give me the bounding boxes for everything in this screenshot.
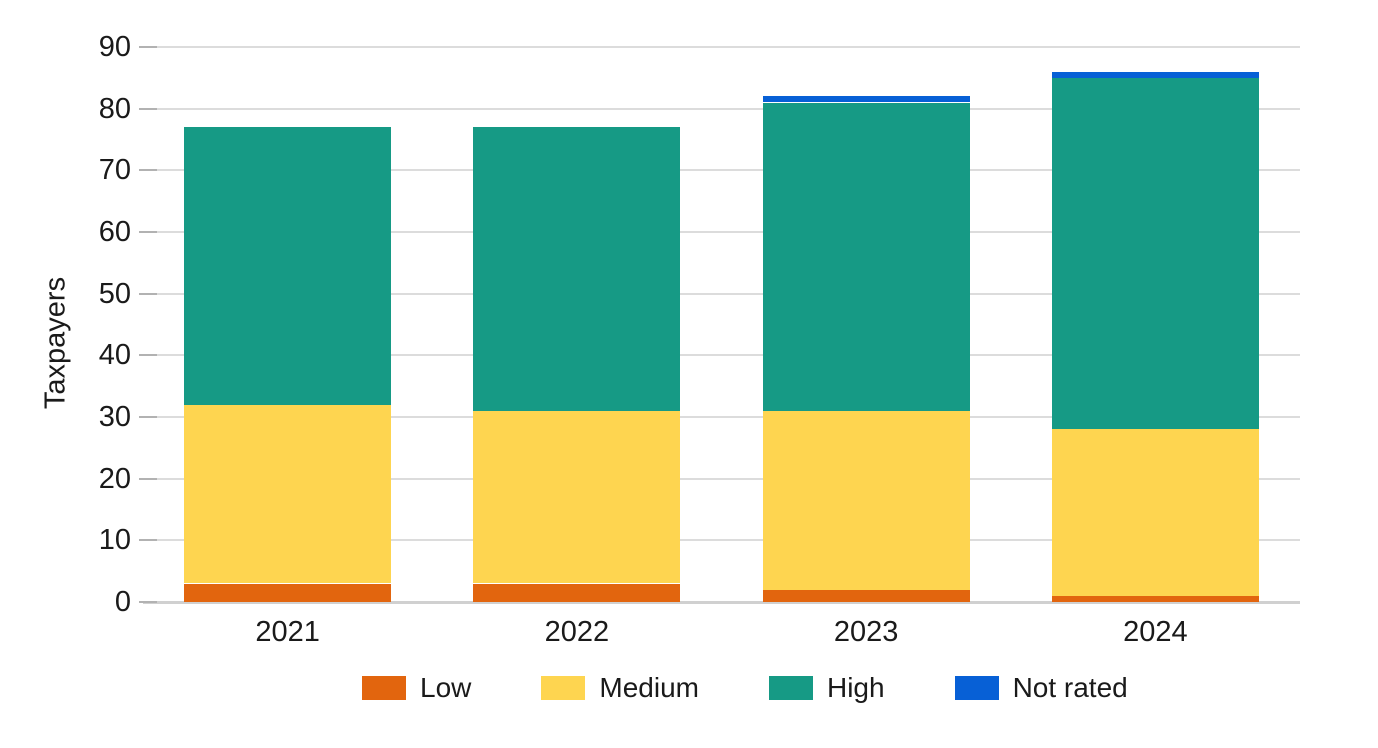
bar-segment-2023-low — [762, 589, 970, 602]
gridline-y-10 — [143, 539, 1300, 542]
y-tick-label-50: 50 — [98, 277, 131, 310]
bar-segment-2022-high — [473, 127, 681, 411]
legend-item-high: High — [768, 672, 885, 704]
bar-segment-2024-medium — [1051, 429, 1259, 596]
bar-segment-2024-not-rated — [1051, 71, 1259, 78]
gridline-y-90 — [143, 46, 1300, 48]
y-tick-label-20: 20 — [98, 462, 131, 495]
x-tick-label-2023: 2023 — [833, 616, 899, 648]
y-tick-mark-70 — [139, 169, 157, 172]
gridline-y-70 — [143, 169, 1300, 172]
bar-segment-2021-high — [184, 127, 392, 405]
bar-segment-2023-not-rated — [762, 96, 970, 103]
bar-segment-2024-high — [1051, 77, 1259, 430]
y-tick-mark-40 — [139, 354, 157, 357]
y-tick-mark-10 — [139, 539, 157, 542]
y-tick-label-40: 40 — [98, 339, 131, 372]
gridline-y-30 — [143, 416, 1300, 418]
y-tick-label-60: 60 — [98, 216, 131, 248]
y-tick-mark-0 — [139, 601, 157, 603]
bar-segment-2021-medium — [184, 404, 392, 584]
y-tick-mark-30 — [139, 416, 157, 418]
bar-segment-2023-high — [762, 102, 970, 411]
legend-item-medium: Medium — [541, 672, 699, 704]
x-tick-label-2024: 2024 — [1123, 616, 1188, 648]
legend-swatch-medium-icon — [541, 676, 586, 700]
y-tick-mark-90 — [139, 46, 157, 48]
y-tick-label-70: 70 — [98, 154, 131, 187]
x-tick-label-2021: 2021 — [255, 616, 320, 648]
x-axis-line — [143, 601, 1300, 604]
legend-swatch-not-rated-icon — [954, 676, 999, 700]
bar-segment-2024-low — [1051, 595, 1259, 602]
y-tick-mark-50 — [139, 292, 157, 295]
bar-segment-2022-low — [473, 583, 681, 602]
y-tick-mark-60 — [139, 231, 157, 233]
legend-item-low: Low — [362, 672, 471, 704]
bar-segment-2022-medium — [473, 410, 681, 584]
gridline-y-40 — [143, 354, 1300, 357]
y-tick-label-0: 0 — [114, 586, 131, 618]
legend: Low Medium High Not rated — [362, 672, 1128, 704]
y-tick-label-80: 80 — [98, 92, 131, 125]
x-tick-label-2022: 2022 — [544, 616, 610, 648]
legend-label-not-rated: Not rated — [1012, 672, 1128, 703]
legend-label-low: Low — [420, 672, 472, 703]
gridline-y-20 — [143, 477, 1300, 480]
legend-label-high: High — [826, 672, 885, 703]
y-tick-label-30: 30 — [98, 401, 131, 433]
gridline-y-80 — [143, 107, 1300, 110]
y-tick-label-10: 10 — [98, 524, 131, 557]
legend-item-not-rated: Not rated — [954, 672, 1128, 704]
bar-segment-2021-low — [184, 583, 392, 602]
gridline-y-50 — [143, 292, 1300, 295]
legend-label-medium: Medium — [599, 672, 699, 703]
gridline-y-60 — [143, 231, 1300, 233]
legend-swatch-high-icon — [768, 676, 813, 700]
bar-segment-2023-medium — [762, 410, 970, 590]
y-tick-mark-20 — [139, 477, 157, 480]
legend-swatch-low-icon — [362, 676, 406, 700]
y-tick-label-90: 90 — [98, 31, 131, 63]
y-tick-mark-80 — [139, 107, 157, 110]
